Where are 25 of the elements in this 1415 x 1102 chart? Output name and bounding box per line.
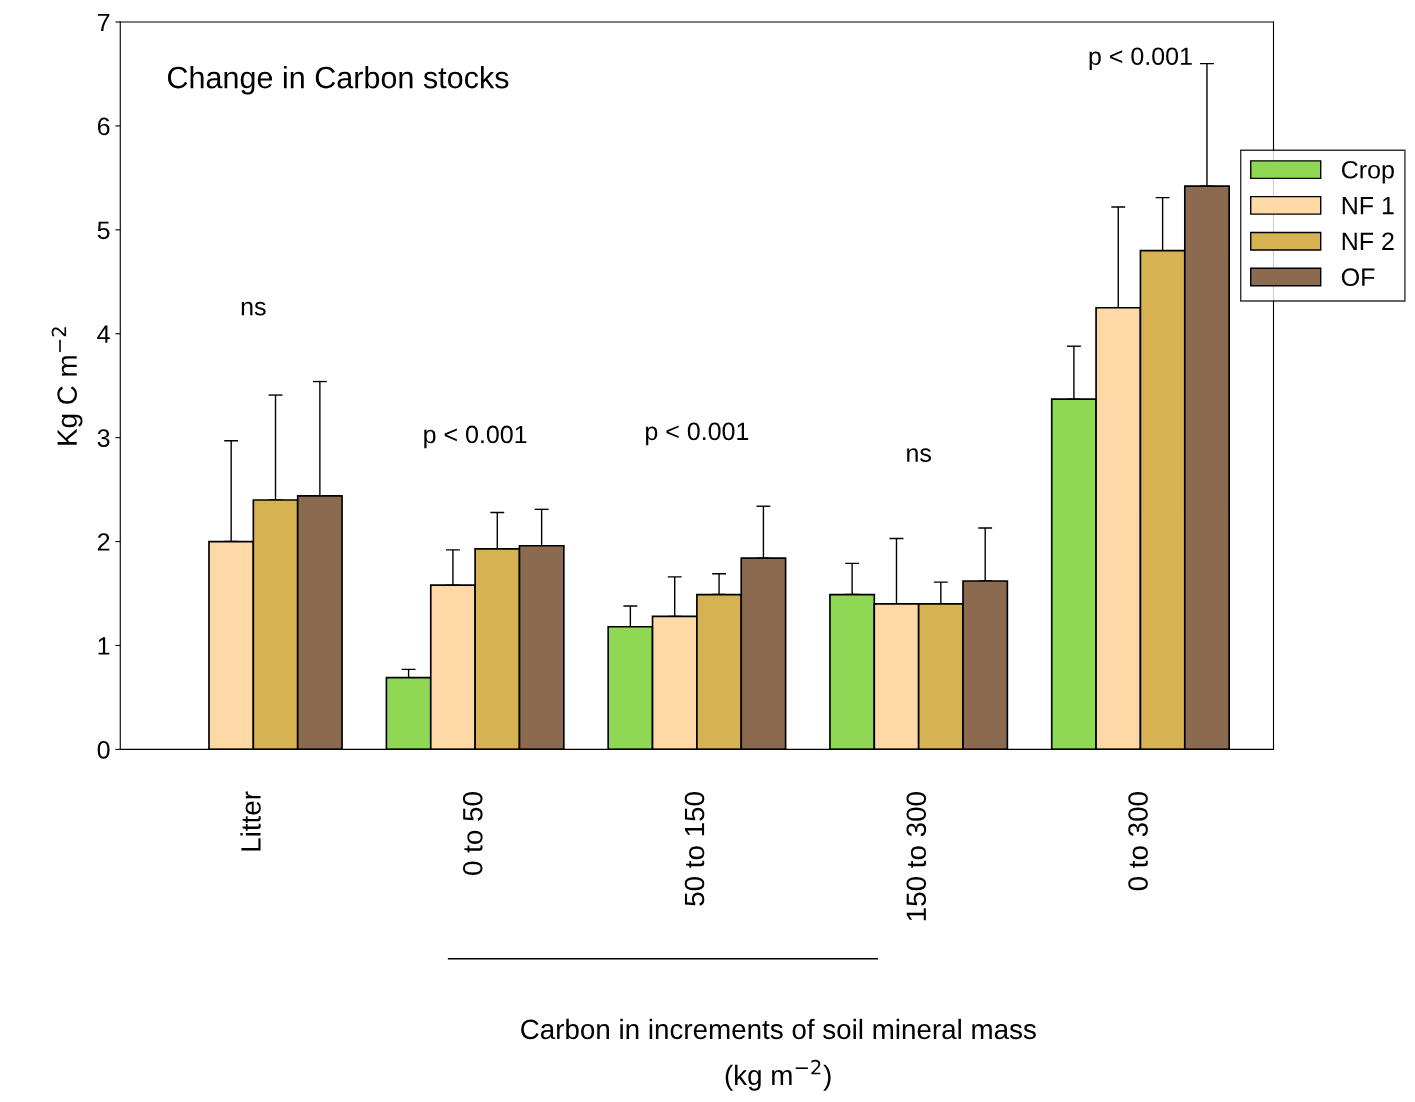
legend-label: Crop (1341, 160, 1394, 184)
y-tick-label: 4 (97, 325, 110, 343)
x-tick-label: 0 to 50 (462, 792, 483, 875)
legend-label: NF 2 (1342, 232, 1394, 250)
x-tick-label: 150 to 300 (906, 792, 927, 921)
legend-label: NF 1 (1342, 196, 1394, 215)
text: Change in Carbon stocks (167, 65, 509, 95)
x-tick-label: Litter (240, 791, 261, 851)
legend-label: OF (1341, 268, 1375, 287)
annotation: p < 0.001 (424, 425, 527, 449)
y-tick-label: 1 (98, 637, 110, 655)
y-tick-label: 5 (97, 221, 110, 240)
y-tick-label: 7 (97, 13, 110, 32)
x-tick-label: 50 to 150 (684, 792, 705, 906)
annotation: p < 0.001 (646, 422, 749, 446)
annotation: ns (241, 301, 266, 316)
y-tick-label: 0 (97, 740, 110, 759)
annotation: ns (907, 448, 931, 463)
x-axis-title: Carbon in increments of soil mineral mass (kg m$^{−2}$) (521, 1018, 1036, 1091)
x-tick-label: 0 to 300 (1128, 792, 1148, 891)
y-tick-label: 6 (97, 117, 110, 136)
y-axis-title: Kg C m$^{−2}$ (51, 327, 83, 445)
y-tick-label: 2 (97, 533, 110, 551)
y-tick-label: 3 (97, 429, 110, 447)
annotation: p < 0.001 (1089, 47, 1192, 71)
